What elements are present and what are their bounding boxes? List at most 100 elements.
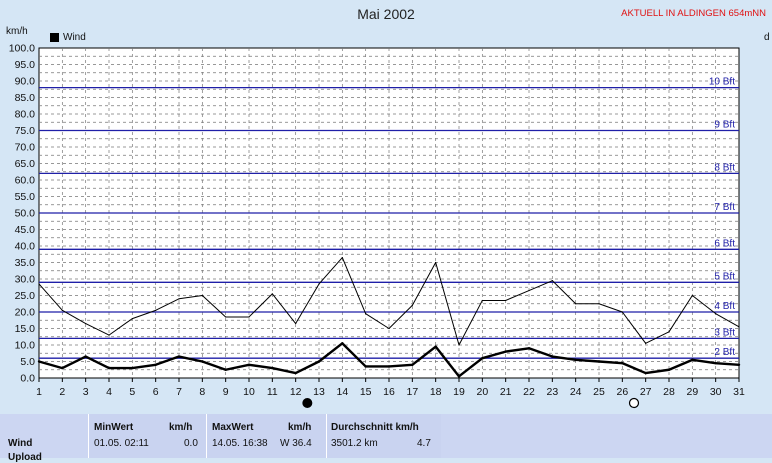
data-point (177, 355, 181, 358)
data-point (318, 283, 320, 285)
x-tick-label: 22 (523, 386, 535, 398)
data-point (271, 293, 273, 295)
x-tick-label: 15 (360, 386, 372, 398)
data-point (341, 342, 344, 345)
data-point (597, 360, 601, 363)
min-unit: km/h (169, 422, 193, 433)
x-tick-label: 21 (500, 386, 512, 398)
y-tick-label: 45.0 (15, 224, 36, 236)
data-point (645, 342, 647, 344)
data-point (621, 361, 624, 365)
data-point (341, 256, 343, 259)
y-tick-label: 90.0 (15, 76, 36, 88)
data-point (224, 368, 227, 371)
data-point (434, 345, 437, 348)
x-tick-label: 6 (153, 386, 159, 398)
x-tick-label: 9 (223, 386, 229, 398)
min-header: MinWert (94, 422, 134, 433)
legend: Wind (50, 32, 86, 43)
data-point (61, 366, 64, 370)
beaufort-label: 8 Bft (714, 162, 735, 173)
y-tick-label: 50.0 (15, 208, 36, 220)
y-tick-label: 0.0 (20, 373, 35, 385)
data-point (527, 347, 531, 350)
x-tick-label: 29 (686, 386, 698, 398)
data-point (247, 363, 251, 366)
data-point (457, 375, 461, 378)
data-point (38, 283, 40, 285)
beaufort-label: 3 Bft (714, 327, 735, 338)
y-tick-label: 100.0 (9, 43, 35, 55)
data-point (84, 355, 87, 358)
new-moon-icon (302, 398, 313, 408)
data-point (621, 311, 623, 313)
x-tick-label: 5 (129, 386, 135, 398)
stats-max-cell (206, 414, 326, 458)
data-point (505, 299, 507, 302)
data-point (155, 309, 157, 311)
data-point (388, 327, 390, 330)
y-tick-label: 25.0 (15, 290, 36, 302)
x-tick-label: 31 (733, 386, 745, 398)
min-date: 01.05. 02:11 (94, 438, 149, 449)
beaufort-label: 9 Bft (714, 120, 735, 131)
x-tick-label: 19 (453, 386, 465, 398)
legend-swatch (50, 33, 59, 42)
stats-min-cell (88, 414, 206, 458)
data-point (387, 365, 391, 368)
y-axis-unit: km/h (6, 26, 28, 37)
y-tick-label: 10.0 (15, 340, 36, 352)
data-point (644, 371, 647, 375)
data-point (154, 363, 157, 366)
x-tick-label: 27 (640, 386, 652, 398)
data-point (575, 303, 577, 305)
beaufort-label: 10 Bft (709, 77, 735, 88)
x-tick-label: 13 (313, 386, 325, 398)
y-tick-label: 65.0 (15, 158, 36, 170)
beaufort-label: 7 Bft (714, 202, 735, 213)
y-tick-label: 35.0 (15, 257, 36, 269)
y-tick-label: 55.0 (15, 191, 36, 203)
wind-chart: 0.0 5.0 10.0 15.0 20.0 25.0 30.0 35.0 40.0 45.0 50… (9, 43, 745, 409)
x-tick-label: 3 (83, 386, 89, 398)
x-tick-label: 23 (546, 386, 558, 398)
data-point (295, 322, 297, 325)
data-point (37, 360, 41, 363)
full-moon-icon (628, 397, 640, 409)
x-tick-label: 10 (243, 386, 255, 398)
data-point (668, 331, 670, 333)
x-tick-label: 4 (106, 386, 112, 398)
data-point (598, 303, 600, 305)
beaufort-label: 2 Bft (714, 347, 735, 358)
stats-row-label: Wind (8, 438, 33, 449)
x-tick-label: 7 (176, 386, 182, 398)
max-date: 14.05. 16:38 (212, 438, 268, 449)
data-point (85, 322, 87, 325)
y-tick-label: 30.0 (15, 274, 36, 286)
y-tick-label: 95.0 (15, 59, 36, 71)
data-point (528, 289, 530, 292)
data-point (504, 350, 507, 353)
max-unit: km/h (288, 422, 312, 433)
data-point (411, 304, 413, 306)
x-tick-label: 12 (290, 386, 302, 398)
data-point (458, 344, 460, 346)
data-point (574, 358, 577, 362)
x-tick-label: 25 (593, 386, 605, 398)
avg-distance: 3501.2 km (331, 438, 378, 449)
data-point (201, 360, 204, 363)
data-point (131, 366, 134, 370)
data-point (201, 294, 203, 297)
data-point (714, 361, 717, 365)
x-tick-label: 1 (36, 386, 42, 398)
x-tick-label: 14 (336, 386, 348, 398)
data-point (551, 355, 554, 358)
y-tick-label: 40.0 (15, 241, 36, 253)
legend-label: Wind (63, 32, 86, 43)
x-tick-label: 26 (616, 386, 628, 398)
data-point (551, 280, 553, 282)
data-point (365, 313, 367, 315)
chart-title: Mai 2002 (357, 6, 415, 22)
data-point (131, 318, 133, 320)
data-point (691, 294, 693, 297)
